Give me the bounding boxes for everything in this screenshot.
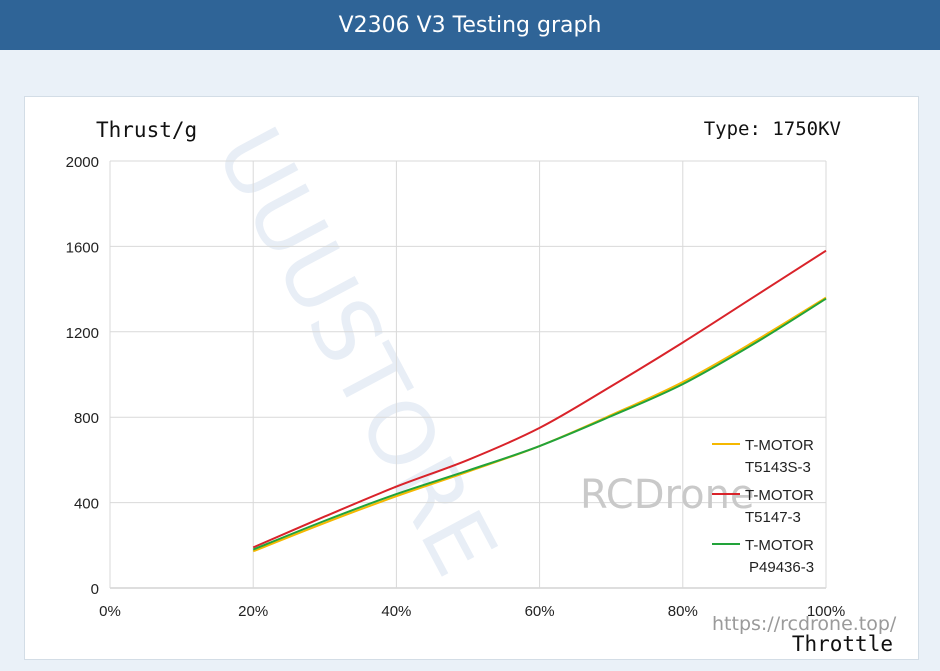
x-axis-label: Throttle	[792, 632, 893, 656]
legend-label-2: T-MOTOR	[745, 537, 814, 554]
url-watermark: https://rcdrone.top/	[712, 613, 897, 635]
type-annotation: Type: 1750KV	[704, 118, 841, 140]
x-tick-label: 40%	[381, 603, 411, 620]
legend-label-2: P49436-3	[749, 559, 814, 576]
y-axis-label: Thrust/g	[96, 118, 197, 142]
series-lines	[252, 249, 827, 553]
x-tick-labels: 0% 20% 40% 60% 80% 100%	[99, 603, 845, 620]
y-tick-label: 0	[91, 581, 99, 598]
chart-panel	[24, 96, 919, 660]
x-tick-label: 60%	[525, 603, 555, 620]
faint-watermark-text: UUUSTORE	[196, 112, 516, 592]
y-tick-label: 2000	[66, 154, 99, 171]
y-tick-label: 800	[74, 410, 99, 427]
x-tick-label: 20%	[238, 603, 268, 620]
y-tick-label: 400	[74, 496, 99, 513]
faint-watermark: UUUSTORE	[196, 112, 516, 592]
page-title-banner: V2306 V3 Testing graph	[0, 0, 940, 50]
series-line-1	[252, 249, 827, 549]
y-tick-labels: 0 400 800 1200 1600 2000	[66, 154, 99, 598]
x-tick-label: 0%	[99, 603, 121, 620]
x-tick-label: 100%	[807, 603, 845, 620]
x-tick-label: 80%	[668, 603, 698, 620]
series-line-2	[252, 297, 827, 551]
y-tick-label: 1200	[66, 325, 99, 342]
legend-label-0: T-MOTOR	[745, 437, 814, 454]
legend-label-1: T-MOTOR	[745, 487, 814, 504]
legend-label-0: T5143S-3	[745, 459, 811, 476]
grid-lines	[109, 160, 827, 589]
y-tick-label: 1600	[66, 239, 99, 256]
legend: T-MOTOR T5143S-3 T-MOTOR T5147-3 T-MOTOR P494…	[712, 437, 814, 576]
page-title: V2306 V3 Testing graph	[338, 12, 602, 38]
legend-label-1: T5147-3	[745, 509, 801, 526]
